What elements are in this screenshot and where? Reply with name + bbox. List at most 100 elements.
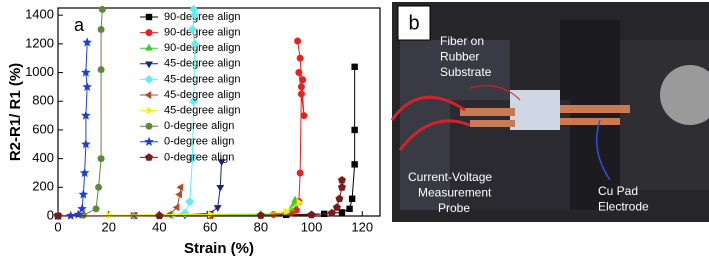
legend-label: 45-degree align [164, 105, 240, 117]
marker [299, 76, 307, 84]
marker [337, 175, 346, 184]
marker [217, 159, 226, 166]
marker [54, 211, 62, 220]
legend-marker [144, 136, 154, 146]
arrow [469, 85, 521, 101]
photo-annotation: Electrode [598, 200, 649, 214]
legend-marker [145, 61, 153, 69]
x-tick-label: 120 [351, 219, 373, 234]
legend-label: 45-degree align [164, 58, 240, 70]
plot-frame [57, 7, 381, 217]
legend-marker [144, 91, 152, 99]
photo-annotation: Fiber on [440, 34, 484, 48]
marker [98, 5, 106, 13]
y-tick-label: 1200 [25, 35, 54, 50]
marker [190, 39, 200, 49]
y-tick-label: 200 [32, 179, 54, 194]
legend-label: 0-degree align [164, 136, 234, 148]
marker [95, 183, 103, 191]
panel-label: b [408, 12, 419, 34]
legend-label: 0-degree align [164, 151, 234, 163]
motor-disc [660, 65, 709, 125]
x-tick-label: 60 [203, 219, 217, 234]
x-tick-label: 40 [152, 219, 166, 234]
marker [175, 190, 182, 199]
marker [176, 183, 184, 192]
marker [351, 63, 358, 71]
legend-label: 90-degree align [164, 42, 240, 54]
photo-annotation: Probe [438, 201, 470, 215]
marker [82, 81, 92, 91]
copper-strip [460, 108, 515, 116]
x-tick-label: 20 [101, 219, 115, 234]
marker [97, 26, 105, 34]
marker [189, 96, 199, 106]
legend-marker [145, 43, 153, 51]
photo-annotation: Measurement [418, 186, 492, 200]
marker [216, 185, 225, 192]
marker [335, 194, 344, 203]
rubber-substrate [510, 90, 560, 130]
copper-strip [560, 118, 620, 125]
marker [97, 66, 105, 74]
photo-annotation: Substrate [440, 65, 492, 79]
marker [292, 206, 300, 214]
marker [213, 205, 222, 212]
x-axis-title: Strain (%) [184, 240, 254, 257]
x-tick-label: 80 [254, 219, 268, 234]
marker [300, 112, 308, 120]
legend-marker [144, 74, 154, 84]
y-tick-label: 800 [32, 93, 54, 108]
marker [65, 210, 76, 220]
marker [155, 211, 164, 220]
x-tick-label: 100 [301, 219, 323, 234]
legend-marker [145, 122, 153, 130]
marker [327, 208, 336, 217]
marker [297, 90, 305, 98]
panel-label-box [397, 5, 431, 41]
marker [106, 211, 114, 220]
legend-label: 90-degree align [164, 27, 240, 39]
marker [338, 209, 346, 216]
marker [79, 167, 90, 178]
marker [187, 25, 197, 35]
marker [185, 197, 195, 207]
marker [81, 110, 91, 120]
marker [187, 154, 197, 164]
red-wire [398, 119, 471, 151]
marker [81, 139, 91, 149]
marker [78, 189, 89, 199]
marker [172, 203, 180, 212]
marker [92, 205, 100, 213]
marker [337, 183, 346, 191]
marker [297, 83, 305, 91]
legend-label: 45-degree align [164, 89, 240, 101]
photo-annotation: Rubber [440, 50, 479, 64]
legend-marker [145, 13, 153, 21]
y-tick-label: 1000 [25, 64, 54, 79]
marker [207, 210, 215, 219]
marker [81, 67, 91, 77]
y-axis-title: R2-R1/ R1 (%) [7, 63, 24, 161]
arrow [595, 119, 611, 181]
legend-marker [146, 106, 154, 115]
marker [307, 210, 316, 219]
marker [351, 126, 358, 134]
y-tick-label: 0 [47, 207, 54, 222]
y-tick-label: 400 [32, 150, 54, 165]
photo-annotation: Cu Pad [598, 184, 638, 198]
y-tick-label: 600 [32, 121, 54, 136]
marker [332, 203, 341, 211]
panel-label: a [74, 15, 85, 35]
marker [296, 169, 304, 177]
marker [296, 198, 304, 207]
marker [189, 4, 199, 14]
marker [256, 211, 265, 219]
legend-label: 0-degree align [164, 120, 234, 132]
marker [283, 207, 291, 216]
legend-label: 45-degree align [164, 73, 240, 85]
y-tick-label: 1400 [25, 7, 54, 22]
photo-annotation: Current-Voltage [408, 170, 492, 184]
